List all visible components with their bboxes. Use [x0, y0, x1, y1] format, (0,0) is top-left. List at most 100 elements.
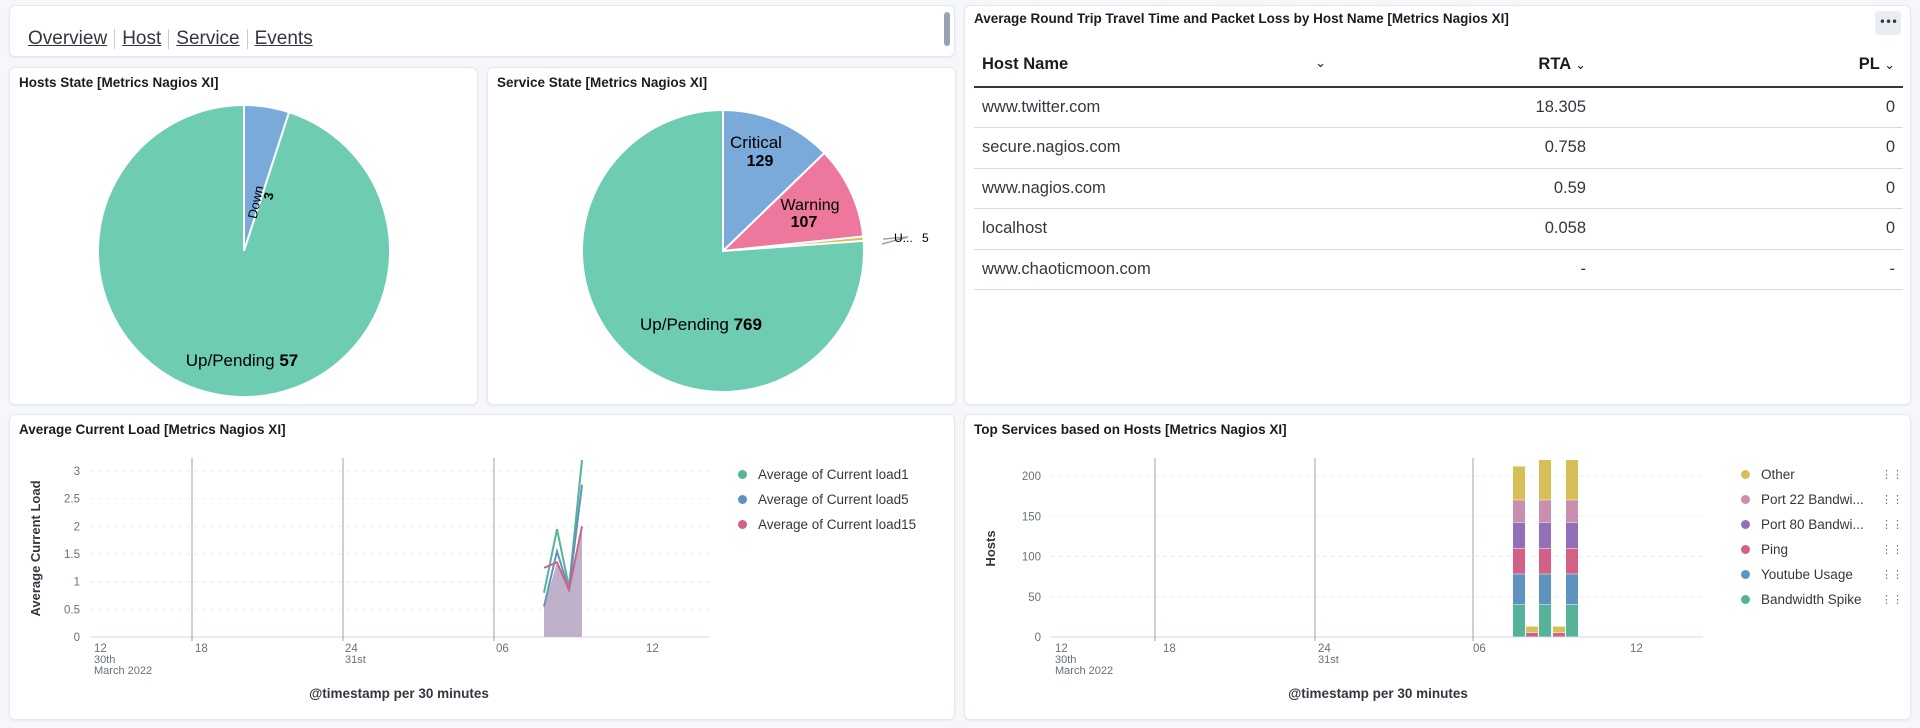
y-tick-label: 0 — [74, 632, 80, 644]
legend-item[interactable]: Bandwidth Spike ⋮⋮ — [1741, 587, 1903, 612]
hosts-pie-chart: Down 3 Up/Pending 57 — [97, 103, 391, 398]
bar-segment[interactable] — [1513, 522, 1525, 548]
panel-title: Average Round Trip Travel Time and Packe… — [974, 11, 1509, 26]
legend-actions-icon[interactable]: ⋮⋮ — [1881, 494, 1903, 506]
bar-segment[interactable] — [1513, 548, 1525, 574]
nav-link-host[interactable]: Host — [122, 28, 162, 49]
rtt-table: Host Name ⌄ RTA ⌄ PL ⌄ www.twitter.com 1… — [974, 43, 1903, 290]
unknown-leader-line — [881, 236, 909, 245]
nav-link-overview[interactable]: Overview — [28, 28, 108, 49]
x-tick-label: 12 — [1055, 643, 1068, 655]
column-header-rta[interactable]: RTA ⌄ — [1334, 43, 1594, 88]
series-line[interactable] — [543, 526, 583, 594]
y-axis-label: Hosts — [983, 530, 998, 566]
legend-item[interactable]: Other ⋮⋮ — [1741, 462, 1903, 487]
bar-segment[interactable] — [1566, 522, 1578, 548]
up-pending-value: 57 — [279, 351, 298, 370]
series-line[interactable] — [543, 484, 583, 607]
bar-segment[interactable] — [1566, 548, 1578, 574]
legend-item[interactable]: Port 80 Bandwi... ⋮⋮ — [1741, 512, 1903, 537]
bar-segment[interactable] — [1539, 500, 1551, 523]
legend-actions-icon[interactable]: ⋮⋮ — [1881, 544, 1903, 556]
bar-segment[interactable] — [1539, 604, 1551, 637]
bar-segment[interactable] — [1539, 522, 1551, 548]
x-tick-label: 12 — [1630, 643, 1643, 655]
x-tick-sublabel: 30th — [1055, 654, 1076, 666]
legend-item[interactable]: Port 22 Bandwi... ⋮⋮ — [1741, 487, 1903, 512]
bar-segment[interactable] — [1553, 632, 1565, 637]
unknown-value: 5 — [922, 231, 929, 245]
legend-actions-icon[interactable]: ⋮⋮ — [1881, 519, 1903, 531]
chevron-down-icon[interactable]: ⌄ — [1575, 57, 1586, 72]
bar-segment[interactable] — [1539, 574, 1551, 605]
legend-actions-icon[interactable]: ⋮⋮ — [1881, 469, 1903, 481]
pie-slice-warning[interactable] — [720, 151, 865, 253]
pie-slice-up-pending[interactable] — [581, 108, 865, 393]
chevron-down-icon[interactable]: ⌄ — [1884, 57, 1895, 72]
legend-item[interactable]: Average of Current load1 — [738, 462, 916, 487]
bar-segment[interactable] — [1513, 604, 1525, 637]
hosts-state-panel: Hosts State [Metrics Nagios XI] Down 3 U… — [9, 67, 478, 405]
panel-title: Hosts State [Metrics Nagios XI] — [19, 75, 219, 90]
bar-segment[interactable] — [1526, 632, 1538, 637]
chevron-down-icon[interactable]: ⌄ — [1315, 55, 1326, 70]
legend-item[interactable]: Average of Current load5 — [738, 487, 916, 512]
bar-segment[interactable] — [1539, 548, 1551, 574]
legend-dot-icon — [738, 470, 747, 479]
table-row: localhost 0.058 0 — [974, 208, 1903, 250]
pie-slice-up-pending[interactable] — [97, 103, 391, 398]
legend-dot-icon — [1741, 470, 1750, 479]
legend-dot-icon — [738, 520, 747, 529]
rtt-table-panel: Average Round Trip Travel Time and Packe… — [964, 5, 1911, 405]
y-tick-label: 100 — [1022, 552, 1041, 564]
more-options-icon[interactable]: ••• — [1875, 11, 1901, 35]
series-line[interactable] — [543, 459, 583, 593]
legend-label: Other — [1761, 467, 1795, 482]
bar-segment[interactable] — [1513, 466, 1525, 500]
table-row: www.nagios.com 0.59 0 — [974, 168, 1903, 209]
nav-link-service[interactable]: Service — [176, 28, 240, 49]
table-header-row: Host Name ⌄ RTA ⌄ PL ⌄ — [974, 43, 1903, 88]
service-state-panel: Service State [Metrics Nagios XI] Critic… — [487, 67, 956, 405]
bar-segment[interactable] — [1526, 626, 1538, 633]
bar-segment[interactable] — [1513, 574, 1525, 605]
pl-cell: 0 — [1594, 127, 1903, 169]
x-tick-label: 12 — [646, 643, 659, 655]
bar-segment[interactable] — [1566, 574, 1578, 605]
nav-link-events[interactable]: Events — [254, 28, 313, 49]
panel-title: Average Current Load [Metrics Nagios XI] — [19, 422, 286, 437]
legend-actions-icon[interactable]: ⋮⋮ — [1881, 594, 1903, 606]
host-name-cell: www.chaoticmoon.com — [974, 249, 1334, 290]
legend-label: Port 80 Bandwi... — [1761, 517, 1864, 532]
bar-segment[interactable] — [1553, 626, 1565, 633]
down-label: Down — [245, 184, 267, 220]
panel-title: Top Services based on Hosts [Metrics Nag… — [974, 422, 1287, 437]
legend-label: Average of Current load5 — [758, 492, 909, 507]
pl-cell: 0 — [1594, 208, 1903, 250]
bar-segment[interactable] — [1513, 500, 1525, 523]
pie-slice-critical[interactable] — [722, 108, 826, 254]
legend-actions-icon[interactable]: ⋮⋮ — [1881, 569, 1903, 581]
bar-segment[interactable] — [1539, 460, 1551, 500]
bar-segment[interactable] — [1566, 500, 1578, 523]
x-axis-label: @timestamp per 30 minutes — [1288, 686, 1468, 701]
rta-cell: 18.305 — [1334, 87, 1594, 128]
legend-label: Port 22 Bandwi... — [1761, 492, 1864, 507]
bar-segment[interactable] — [1566, 604, 1578, 637]
x-tick-sublabel: March 2022 — [94, 665, 152, 677]
down-value: 3 — [261, 191, 277, 201]
column-header-host-name[interactable]: Host Name ⌄ — [974, 43, 1334, 88]
legend-item[interactable]: Average of Current load15 — [738, 512, 916, 537]
column-header-label: Host Name — [982, 55, 1069, 73]
legend-item[interactable]: Ping ⋮⋮ — [1741, 537, 1903, 562]
column-header-pl[interactable]: PL ⌄ — [1594, 43, 1903, 88]
legend-item[interactable]: Youtube Usage ⋮⋮ — [1741, 562, 1903, 587]
x-tick-label: 12 — [94, 643, 107, 655]
panel-scrollbar[interactable] — [944, 12, 950, 46]
warning-value: 107 — [791, 214, 818, 231]
y-tick-label: 50 — [1028, 592, 1041, 604]
host-name-cell: localhost — [974, 208, 1334, 250]
y-tick-label: 200 — [1022, 471, 1041, 483]
legend-label: Youtube Usage — [1761, 567, 1853, 582]
bar-segment[interactable] — [1566, 460, 1578, 500]
